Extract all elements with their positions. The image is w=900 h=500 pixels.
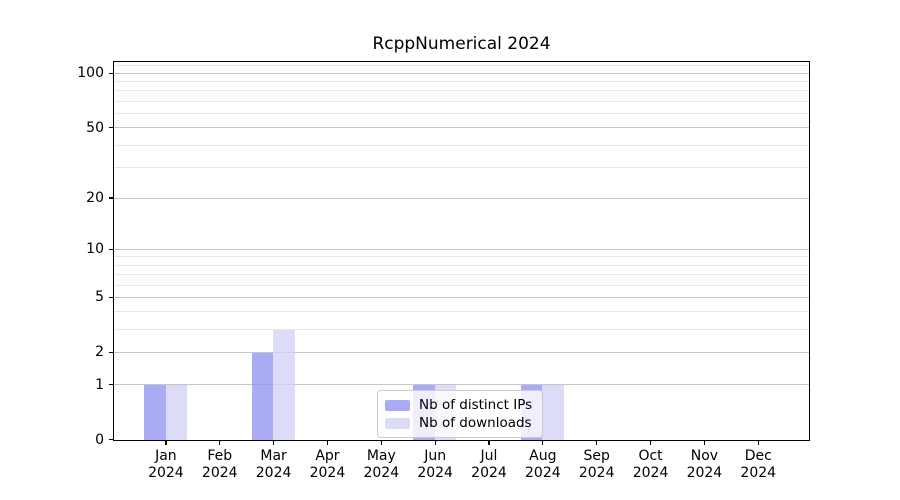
y-gridline-minor xyxy=(114,90,809,92)
bar-nb-of-distinct-ips-mar xyxy=(251,352,274,440)
y-gridline-minor xyxy=(114,100,809,102)
bar-nb-of-downloads-aug xyxy=(542,385,564,440)
x-tick-label: Jun 2024 xyxy=(417,448,453,481)
y-gridline-major xyxy=(114,297,809,299)
y-tick-label: 10 xyxy=(86,241,104,258)
bar-nb-of-downloads-jan xyxy=(165,385,187,440)
chart-title: RcppNumerical 2024 xyxy=(372,34,551,54)
y-gridline-minor xyxy=(114,284,809,286)
y-gridline-minor xyxy=(114,112,809,114)
y-gridline-major xyxy=(114,352,809,354)
x-tick-mark xyxy=(542,441,544,445)
x-tick-mark xyxy=(703,441,706,445)
y-tick-label: 2 xyxy=(95,344,104,361)
x-tick-label: Nov 2024 xyxy=(686,448,723,481)
legend-label-downloads: Nb of downloads xyxy=(419,415,532,431)
x-tick-label: May 2024 xyxy=(363,448,400,481)
legend-entry-downloads: Nb of downloads xyxy=(385,415,533,431)
y-tick-mark xyxy=(109,72,113,75)
x-tick-label: Feb 2024 xyxy=(201,448,238,481)
x-tick-mark xyxy=(326,441,329,445)
y-gridline-minor xyxy=(114,144,809,146)
y-gridline-minor xyxy=(114,65,809,67)
x-tick-label: Jan 2024 xyxy=(148,448,184,481)
y-tick-mark xyxy=(109,248,113,250)
x-tick-mark xyxy=(380,441,382,445)
y-tick-mark xyxy=(109,438,113,441)
y-tick-label: 1 xyxy=(95,376,104,393)
x-tick-label: Mar 2024 xyxy=(255,448,292,481)
y-gridline-major xyxy=(114,197,809,199)
y-tick-label: 5 xyxy=(95,289,104,306)
y-gridline-major xyxy=(114,127,809,129)
y-gridline-major xyxy=(114,248,809,250)
y-gridline-major xyxy=(114,384,809,386)
legend-swatch-downloads xyxy=(385,417,410,429)
y-tick-mark xyxy=(109,351,113,354)
y-gridline-minor xyxy=(114,264,809,266)
y-gridline-minor xyxy=(114,311,809,313)
x-tick-label: Apr 2024 xyxy=(309,448,346,481)
y-tick-mark xyxy=(109,197,113,199)
y-tick-label: 100 xyxy=(77,65,104,82)
legend: Nb of distinct IPs Nb of downloads xyxy=(377,390,543,438)
bar-nb-of-distinct-ips-jan xyxy=(144,385,166,440)
x-tick-label: Sep 2024 xyxy=(578,448,615,481)
y-tick-label: 50 xyxy=(86,119,104,136)
y-gridline-minor xyxy=(114,274,809,276)
x-tick-mark xyxy=(649,441,652,445)
y-gridline-minor xyxy=(114,256,809,258)
x-tick-mark xyxy=(272,441,275,445)
x-tick-mark xyxy=(757,441,759,445)
y-tick-mark xyxy=(109,126,113,129)
x-tick-label: Oct 2024 xyxy=(632,448,669,481)
y-gridline-minor xyxy=(114,166,809,168)
y-tick-mark xyxy=(109,383,113,386)
legend-entry-distinct-ips: Nb of distinct IPs xyxy=(385,397,533,413)
x-tick-mark xyxy=(488,441,490,445)
y-tick-label: 0 xyxy=(95,431,104,448)
legend-label-distinct-ips: Nb of distinct IPs xyxy=(419,397,533,413)
x-tick-mark xyxy=(596,441,598,445)
x-tick-mark xyxy=(219,441,221,445)
x-tick-label: Dec 2024 xyxy=(740,448,777,481)
y-gridline-minor xyxy=(114,81,809,83)
x-tick-label: Aug 2024 xyxy=(525,448,561,481)
plot-area: Nb of distinct IPs Nb of downloads xyxy=(113,61,810,441)
y-gridline-major xyxy=(114,72,809,74)
x-tick-mark xyxy=(165,441,167,445)
bar-nb-of-downloads-mar xyxy=(273,330,295,440)
y-tick-mark xyxy=(109,296,113,299)
y-tick-label: 20 xyxy=(86,190,104,206)
x-tick-mark xyxy=(434,441,436,445)
legend-swatch-distinct-ips xyxy=(385,399,410,411)
y-gridline-minor xyxy=(114,329,809,331)
x-tick-label: Jul 2024 xyxy=(471,448,507,481)
